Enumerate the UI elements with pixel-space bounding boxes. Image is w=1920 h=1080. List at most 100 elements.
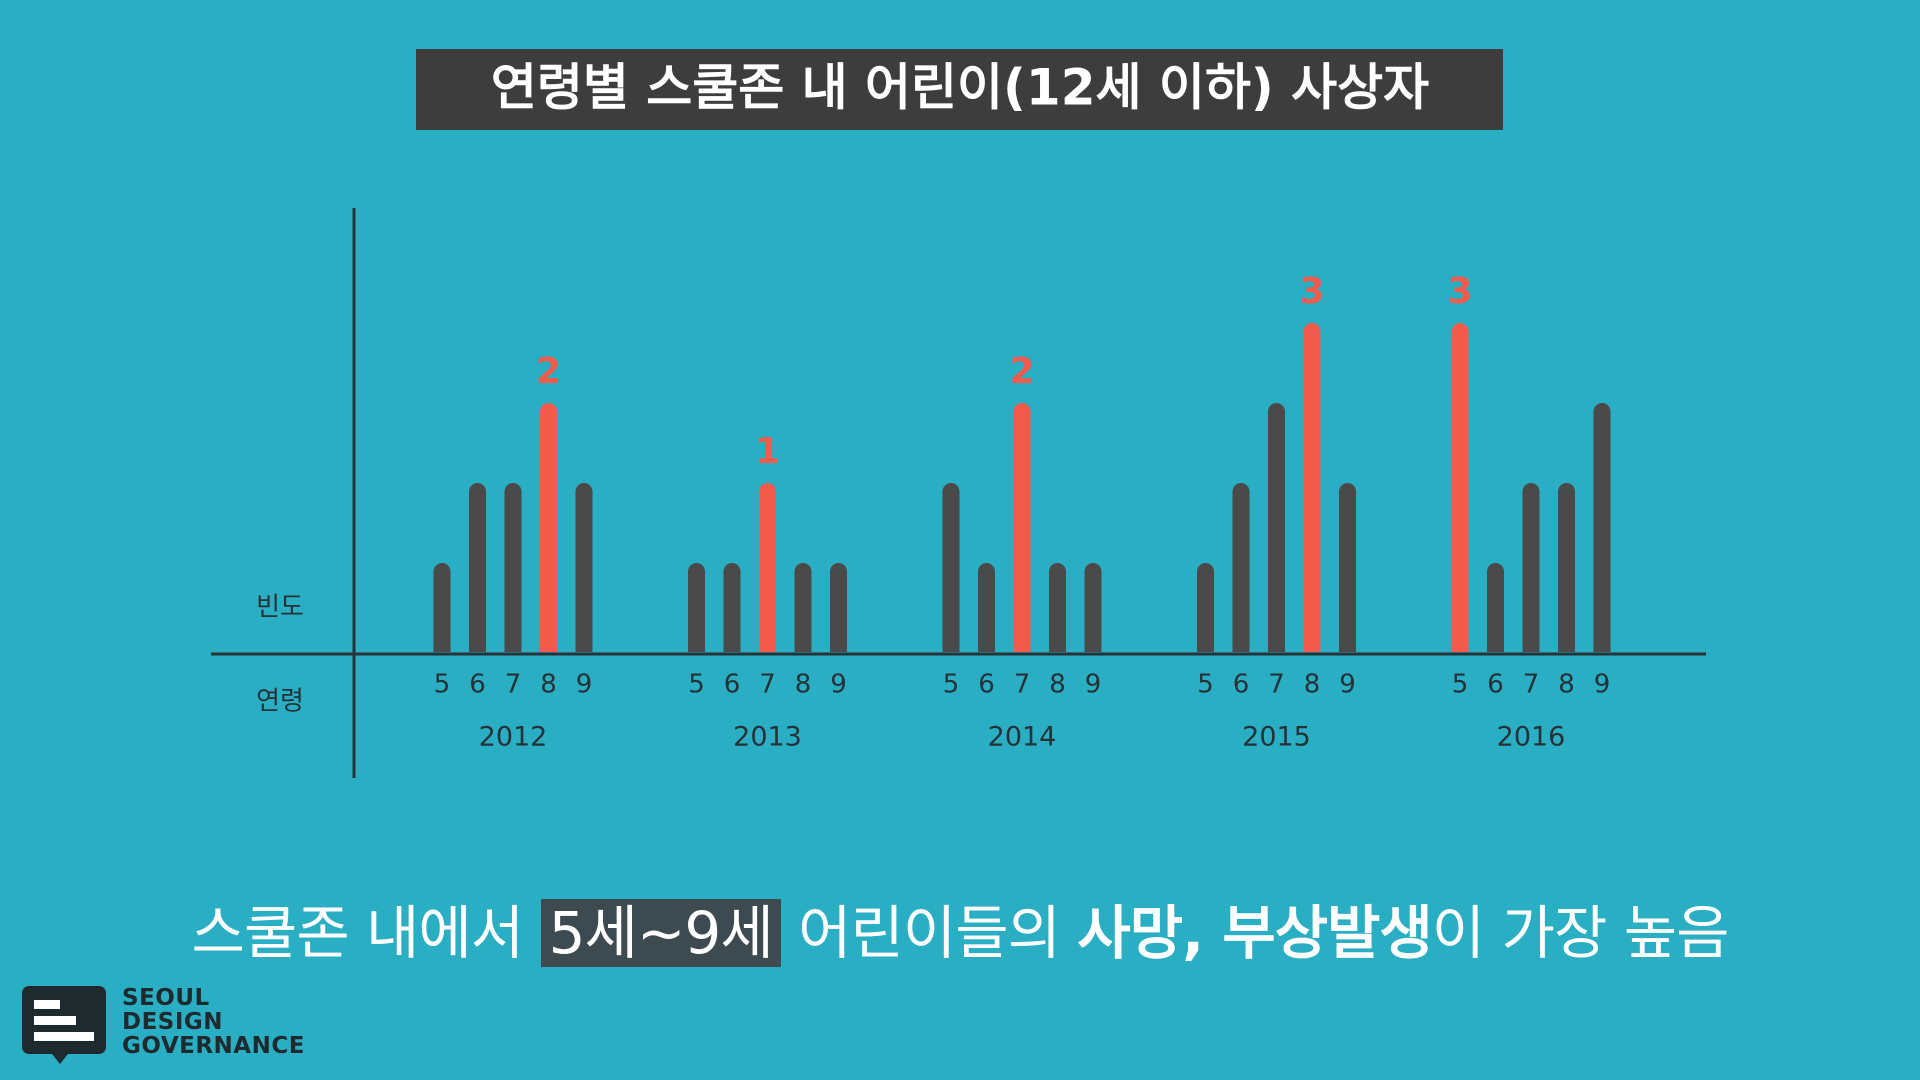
bar-base	[469, 635, 486, 652]
x-tick-label: 8	[795, 670, 812, 700]
bar-base	[794, 635, 812, 652]
bar-base	[1451, 635, 1469, 652]
caption-text: 이 가장 높음	[1431, 899, 1730, 967]
title-box	[416, 49, 1503, 130]
bar-base	[540, 635, 557, 652]
bar	[540, 403, 557, 652]
x-tick-label: 5	[1197, 670, 1214, 700]
logo-line: GOVERNANCE	[122, 1033, 305, 1059]
bar	[1303, 323, 1321, 652]
logo-icon	[22, 986, 106, 1064]
group-label: 2013	[733, 722, 802, 753]
bar-base	[1049, 635, 1066, 652]
bar	[469, 483, 486, 652]
x-tick-label: 9	[830, 670, 847, 700]
caption-highlight: 5세~9세	[540, 899, 781, 967]
bar-base	[723, 635, 741, 652]
x-tick-label: 9	[1594, 670, 1611, 700]
bar-base	[830, 635, 847, 652]
bar	[1522, 483, 1540, 652]
x-tick-label: 8	[1558, 670, 1575, 700]
x-tick-label: 5	[688, 670, 705, 700]
group-label: 2014	[988, 722, 1057, 753]
caption-text: 어린이들의	[780, 899, 1078, 967]
x-tick-label: 6	[1233, 670, 1250, 700]
bar-base	[1487, 635, 1504, 652]
bar	[1593, 403, 1611, 652]
bar	[504, 483, 522, 652]
logo-text: SEOUL DESIGN GOVERNANCE	[122, 986, 305, 1058]
logo-line: SEOUL	[122, 985, 210, 1011]
value-label: 3	[1447, 271, 1472, 312]
caption-bold: 사망, 부상발생	[1077, 899, 1432, 967]
bar	[794, 563, 812, 652]
logo-line: DESIGN	[122, 1009, 224, 1035]
x-tick-label: 7	[1523, 670, 1540, 700]
value-label: 2	[536, 351, 561, 392]
bar	[1013, 403, 1031, 652]
bar-base	[575, 635, 593, 652]
bar	[759, 483, 776, 652]
bar-base	[1084, 635, 1102, 652]
x-tick-label: 7	[1014, 670, 1031, 700]
bar	[1084, 563, 1102, 652]
bar-base	[1522, 635, 1540, 652]
bar-base	[942, 635, 960, 652]
caption-text: 스쿨존 내에서	[191, 899, 541, 967]
bar	[723, 563, 741, 652]
bar	[1451, 323, 1469, 652]
chart-title: 연령별 스쿨존 내 어린이(12세 이하) 사상자	[491, 59, 1429, 117]
bar	[575, 483, 593, 652]
x-tick-label: 5	[434, 670, 451, 700]
bar-base	[433, 635, 451, 652]
bar	[1487, 563, 1504, 652]
x-tick-label: 8	[540, 670, 557, 700]
bar	[978, 563, 995, 652]
y-axis-label: 빈도	[256, 593, 304, 623]
bar-base	[1558, 635, 1575, 652]
bar-base	[1268, 635, 1285, 652]
value-label: 3	[1299, 271, 1324, 312]
bar	[1197, 563, 1214, 652]
caption: 스쿨존 내에서 5세~9세 어린이들의 사망, 부상발생이 가장 높음	[0, 893, 1920, 973]
x-tick-label: 6	[978, 670, 995, 700]
bar	[1268, 403, 1285, 652]
x-tick-label: 5	[943, 670, 960, 700]
bar-base	[1232, 635, 1250, 652]
bar-base	[978, 635, 995, 652]
bar-base	[1593, 635, 1611, 652]
x-tick-label: 9	[576, 670, 593, 700]
x-tick-label: 6	[469, 670, 486, 700]
x-tick-label: 8	[1049, 670, 1066, 700]
bar-base	[1197, 635, 1214, 652]
x-tick-label: 6	[1487, 670, 1504, 700]
bar	[433, 563, 451, 652]
x-tick-label: 8	[1304, 670, 1321, 700]
bar-base	[1013, 635, 1031, 652]
bar	[1232, 483, 1250, 652]
x-tick-label: 6	[724, 670, 741, 700]
bar	[830, 563, 847, 652]
x-tick-label: 9	[1339, 670, 1356, 700]
bar	[1049, 563, 1066, 652]
group-label: 2015	[1242, 722, 1311, 753]
bar-base	[1339, 635, 1356, 652]
x-tick-label: 7	[1268, 670, 1285, 700]
bar-base	[504, 635, 522, 652]
bar	[688, 563, 705, 652]
bar-base	[688, 635, 705, 652]
bar	[942, 483, 960, 652]
x-tick-label: 7	[505, 670, 522, 700]
group-label: 2016	[1497, 722, 1566, 753]
group-label: 2012	[479, 722, 548, 753]
bar	[1558, 483, 1575, 652]
x-tick-label: 5	[1452, 670, 1469, 700]
x-tick-label: 9	[1085, 670, 1102, 700]
bar	[1339, 483, 1356, 652]
value-label: 1	[755, 431, 780, 472]
x-tick-label: 7	[759, 670, 776, 700]
value-label: 2	[1009, 351, 1034, 392]
bar-base	[759, 635, 776, 652]
